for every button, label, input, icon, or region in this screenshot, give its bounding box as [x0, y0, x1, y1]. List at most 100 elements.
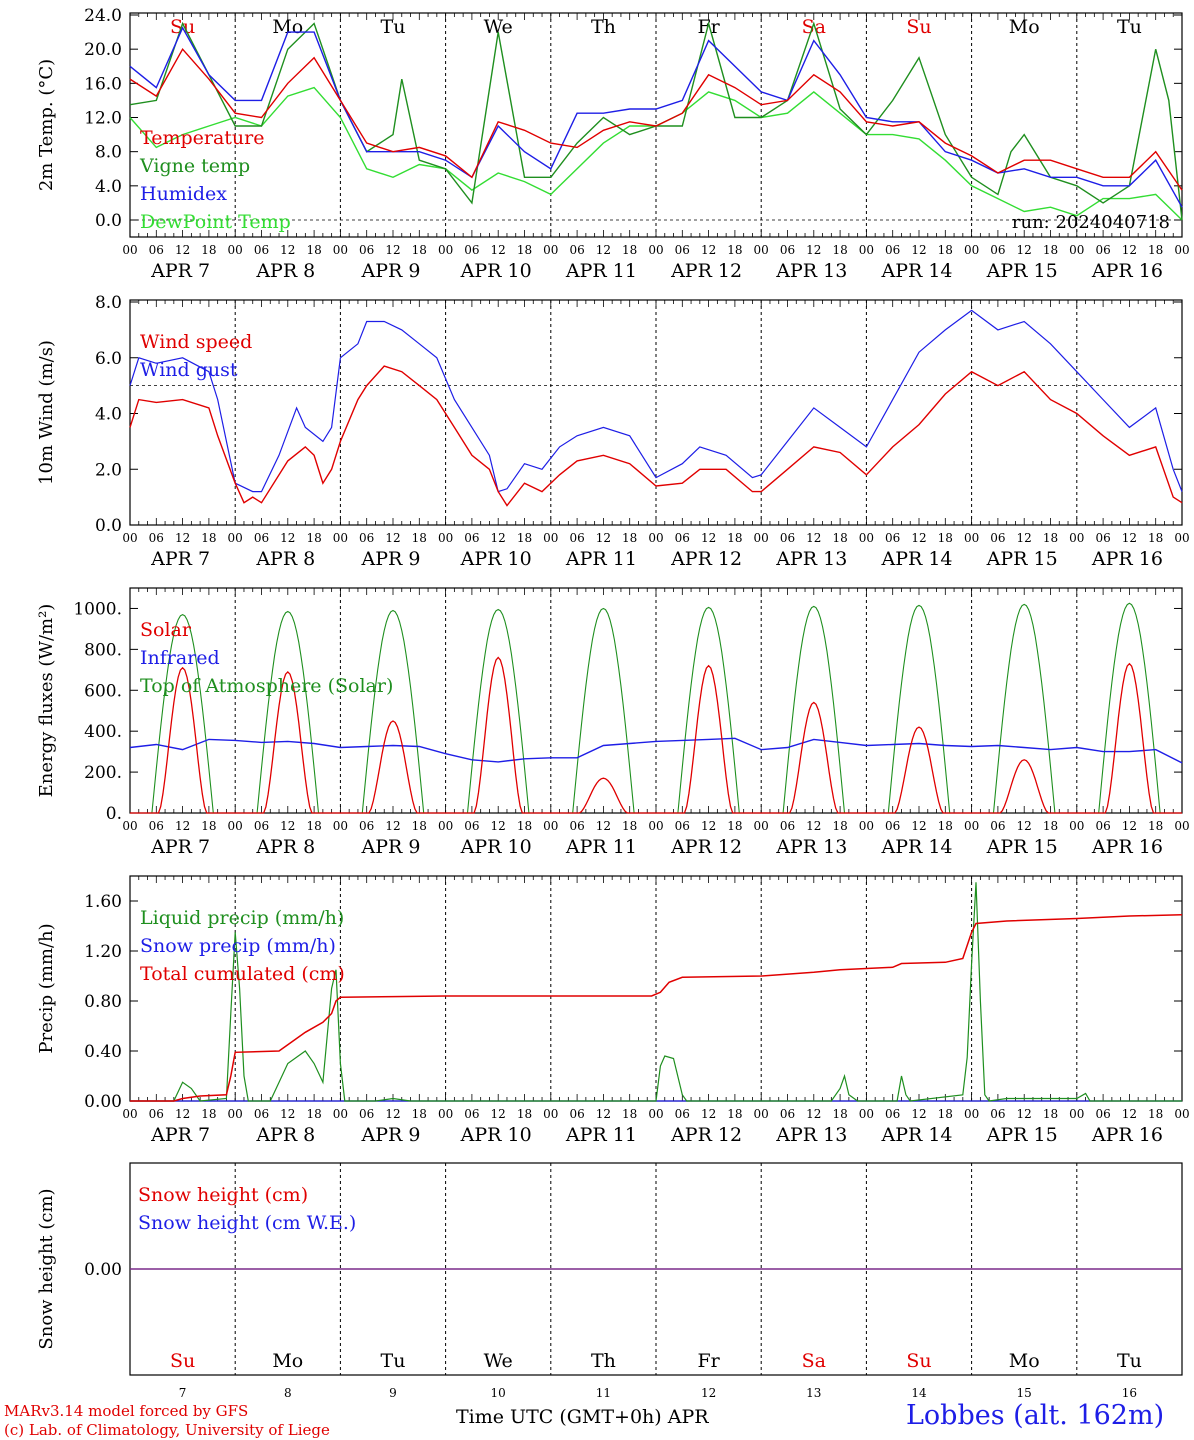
- day-number: 10: [491, 1386, 506, 1400]
- day-number: 13: [806, 1386, 821, 1400]
- legend-entry: DewPoint Temp: [140, 211, 291, 233]
- y-tick-label: 0.00: [84, 1092, 122, 1112]
- hour-tick-label: 18: [727, 243, 742, 257]
- hour-tick-label: 00: [964, 531, 979, 545]
- hour-tick-label: 00: [543, 531, 558, 545]
- y-tick-label: 0.: [106, 804, 122, 824]
- date-label: APR 11: [565, 548, 637, 570]
- total-cumulated-line: [130, 914, 1183, 1102]
- hour-tick-label: 18: [412, 531, 427, 545]
- hour-tick-label: 12: [1017, 243, 1032, 257]
- y-tick-label: 0.0: [95, 211, 122, 231]
- hour-tick-label: 18: [1043, 1107, 1058, 1121]
- hour-tick-label: 00: [754, 819, 769, 833]
- hour-tick-label: 12: [491, 531, 506, 545]
- y-tick-label: 1.60: [84, 892, 122, 912]
- hour-tick-label: 12: [701, 819, 716, 833]
- date-label: APR 7: [150, 548, 210, 570]
- hour-tick-label: 18: [201, 531, 216, 545]
- day-number: 12: [701, 1386, 716, 1400]
- hour-tick-label: 12: [806, 1107, 821, 1121]
- hour-tick-label: 00: [438, 1107, 453, 1121]
- legend-entry: Total cumulated (cm): [140, 963, 345, 985]
- legend-entry: Infrared: [140, 647, 220, 669]
- hour-tick-label: 00: [754, 243, 769, 257]
- day-abbrev: Tu: [381, 1350, 406, 1372]
- hour-tick-label: 12: [701, 243, 716, 257]
- date-label: APR 9: [361, 1124, 421, 1146]
- day-abbrev: Tu: [1117, 16, 1142, 38]
- hour-tick-label: 12: [175, 819, 190, 833]
- hour-tick-label: 06: [254, 1107, 269, 1121]
- hour-tick-label: 18: [306, 1107, 321, 1121]
- day-number: 8: [284, 1386, 292, 1400]
- hour-tick-label: 12: [175, 243, 190, 257]
- hour-tick-label: 00: [964, 819, 979, 833]
- hour-tick-label: 12: [806, 819, 821, 833]
- hour-tick-label: 00: [333, 819, 348, 833]
- hour-tick-label: 12: [596, 1107, 611, 1121]
- hour-tick-label: 06: [464, 819, 479, 833]
- date-label: APR 13: [775, 1124, 847, 1146]
- hour-tick-label: 06: [149, 819, 164, 833]
- hour-tick-label: 06: [464, 243, 479, 257]
- hour-tick-label: 00: [859, 819, 874, 833]
- hour-tick-label: 06: [359, 243, 374, 257]
- hour-tick-label: 18: [1043, 531, 1058, 545]
- legend-entry: Top of Atmosphere (Solar): [140, 675, 393, 697]
- day-number: 9: [389, 1386, 397, 1400]
- hour-tick-label: 00: [543, 243, 558, 257]
- hour-tick-label: 18: [727, 819, 742, 833]
- hour-tick-label: 18: [1148, 1107, 1163, 1121]
- date-label: APR 15: [986, 1124, 1058, 1146]
- day-abbrev: Su: [170, 1350, 195, 1372]
- hour-tick-label: 18: [412, 819, 427, 833]
- day-abbrev: Su: [906, 16, 931, 38]
- date-label: APR 10: [460, 260, 532, 282]
- hour-tick-label: 06: [254, 531, 269, 545]
- model-credit: MARv3.14 model forced by GFS: [4, 1402, 249, 1420]
- wind-speed-line: [129, 365, 1183, 507]
- day-abbrev: We: [484, 16, 513, 38]
- date-label: APR 7: [150, 260, 210, 282]
- hour-tick-label: 06: [149, 243, 164, 257]
- hour-tick-label: 18: [938, 531, 953, 545]
- hour-tick-label: 12: [491, 1107, 506, 1121]
- date-label: APR 13: [775, 836, 847, 858]
- hour-tick-label: 12: [806, 531, 821, 545]
- hour-tick-label: 18: [517, 531, 532, 545]
- day-number: 7: [179, 1386, 187, 1400]
- hour-tick-label: 06: [464, 531, 479, 545]
- hour-tick-label: 00: [1069, 531, 1084, 545]
- y-tick-label: 400.: [84, 722, 122, 742]
- hour-tick-label: 06: [569, 819, 584, 833]
- date-label: APR 15: [986, 836, 1058, 858]
- panel-frame: [129, 12, 1183, 238]
- hour-tick-label: 12: [1017, 819, 1032, 833]
- hour-tick-label: 12: [491, 243, 506, 257]
- day-abbrev: Mo: [272, 1350, 303, 1372]
- hour-tick-label: 06: [569, 531, 584, 545]
- series-line-blue: [129, 26, 1183, 208]
- hour-tick-label: 12: [701, 1107, 716, 1121]
- day-abbrev: We: [484, 1350, 513, 1372]
- hour-tick-label: 18: [832, 1107, 847, 1121]
- day-abbrev: Su: [906, 1350, 931, 1372]
- date-label: APR 9: [361, 260, 421, 282]
- hour-tick-label: 06: [149, 531, 164, 545]
- date-label: APR 12: [670, 260, 742, 282]
- panel-frame: [129, 587, 1183, 814]
- hour-tick-label: 06: [990, 243, 1005, 257]
- hour-tick-label: 00: [122, 243, 137, 257]
- hour-tick-label: 18: [622, 819, 637, 833]
- day-abbrev: Fr: [697, 1350, 720, 1372]
- hour-tick-label: 06: [990, 531, 1005, 545]
- date-label: APR 9: [361, 548, 421, 570]
- hour-tick-label: 18: [727, 1107, 742, 1121]
- hour-tick-label: 18: [622, 531, 637, 545]
- series-line-dark_green: [129, 20, 1183, 221]
- hour-tick-label: 12: [385, 531, 400, 545]
- date-label: APR 13: [775, 260, 847, 282]
- hour-tick-label: 00: [754, 531, 769, 545]
- hour-tick-label: 18: [306, 531, 321, 545]
